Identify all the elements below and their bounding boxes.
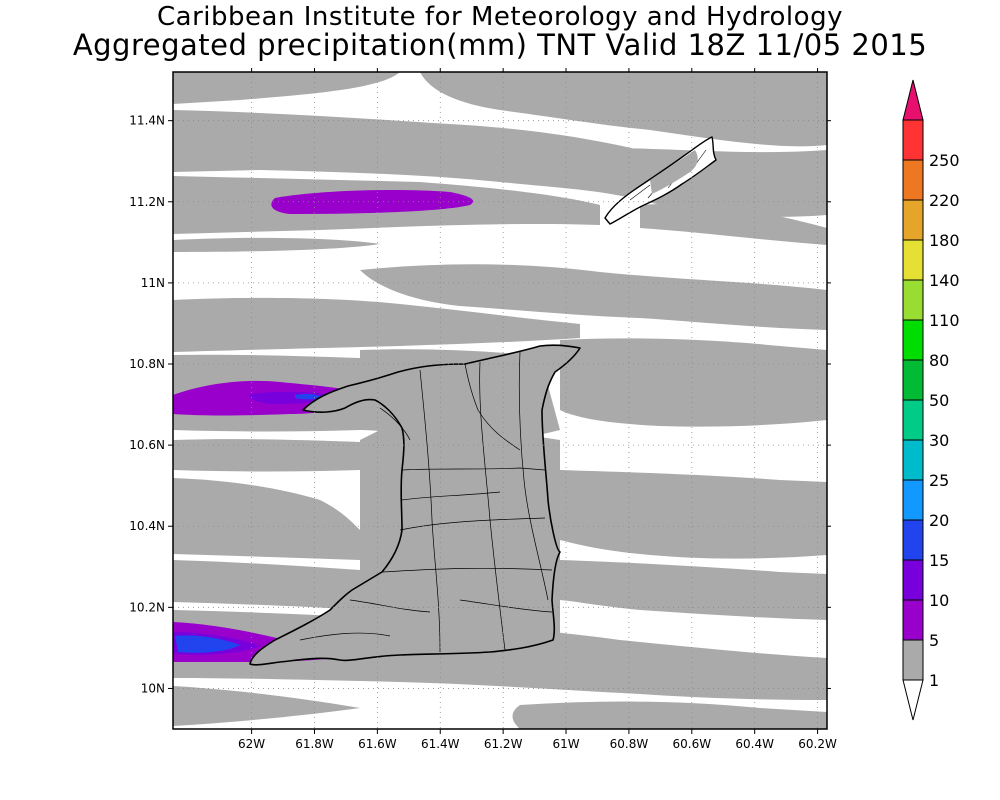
x-tick-label: 60.8W	[610, 737, 649, 751]
y-tick-label: 10.2N	[129, 600, 165, 614]
colorbar-label: 180	[929, 231, 960, 250]
title-line-2: Aggregated precipitation(mm) TNT Valid 1…	[72, 28, 928, 62]
y-tick-label: 10.6N	[129, 438, 165, 452]
x-tick-label: 60.6W	[673, 737, 712, 751]
colorbar-label: 10	[929, 591, 949, 610]
colorbar-segment	[902, 479, 924, 521]
x-tick-label: 61.2W	[484, 737, 523, 751]
colorbar-label: 110	[929, 311, 960, 330]
x-tick-label: 61.8W	[295, 737, 334, 751]
x-tick-label: 62W	[238, 737, 265, 751]
colorbar-segment	[902, 279, 924, 321]
colorbar-label: 30	[929, 431, 949, 450]
colorbar-segment	[902, 319, 924, 361]
trinidad-island	[249, 344, 581, 666]
y-tick-label: 10.8N	[129, 357, 165, 371]
y-tick-label: 11N	[141, 276, 165, 290]
x-tick-label: 61.6W	[358, 737, 397, 751]
colorbar-segment	[902, 519, 924, 561]
x-tick-label: 61W	[552, 737, 579, 751]
colorbar-label: 80	[929, 351, 949, 370]
colorbar-label: 25	[929, 471, 949, 490]
colorbar-segment	[902, 119, 924, 161]
x-tick-label: 60.2W	[798, 737, 837, 751]
y-tick-label: 10N	[141, 681, 165, 695]
colorbar-segment	[902, 439, 924, 481]
colorbar-label: 20	[929, 511, 949, 530]
plot-frame	[172, 71, 828, 730]
colorbar-segment	[902, 639, 924, 681]
y-tick-label: 11.4N	[129, 114, 165, 128]
colorbar-segment	[902, 159, 924, 201]
x-tick-label: 61.4W	[421, 737, 460, 751]
title-line-1: Caribbean Institute for Meteorology and …	[157, 2, 843, 32]
colorbar-label: 15	[929, 551, 949, 570]
map-gridlines	[173, 72, 827, 729]
colorbar-label: 5	[929, 631, 939, 650]
colorbar-segment	[902, 399, 924, 441]
colorbar-label: 1	[929, 671, 939, 690]
colorbar-segment	[902, 199, 924, 241]
colorbar-segment	[902, 359, 924, 401]
colorbar-segment	[902, 559, 924, 601]
y-axis-ticks: 10N 10.2N 10.4N 10.6N 10.8N 11N 11.2N 11.4N	[129, 114, 831, 695]
x-tick-label: 60.4W	[735, 737, 774, 751]
colorbar-label: 250	[929, 151, 960, 170]
tobago-shading	[650, 150, 698, 194]
rain-band-15-20mm	[175, 393, 322, 653]
colorbar-max-arrow	[902, 79, 924, 121]
colorbar-label: 220	[929, 191, 960, 210]
colorbar-segment	[902, 239, 924, 281]
colorbar-segment	[902, 599, 924, 641]
x-axis-ticks: 62W 61.8W 61.6W 61.4W 61.2W 61W 60.8W 60.6W 60.4…	[238, 68, 837, 751]
colorbar-min-arrow	[902, 679, 924, 721]
colorbar-label: 50	[929, 391, 949, 410]
precipitation-field	[173, 72, 827, 729]
colorbar-label: 140	[929, 271, 960, 290]
y-tick-label: 11.2N	[129, 195, 165, 209]
y-tick-label: 10.4N	[129, 519, 165, 533]
